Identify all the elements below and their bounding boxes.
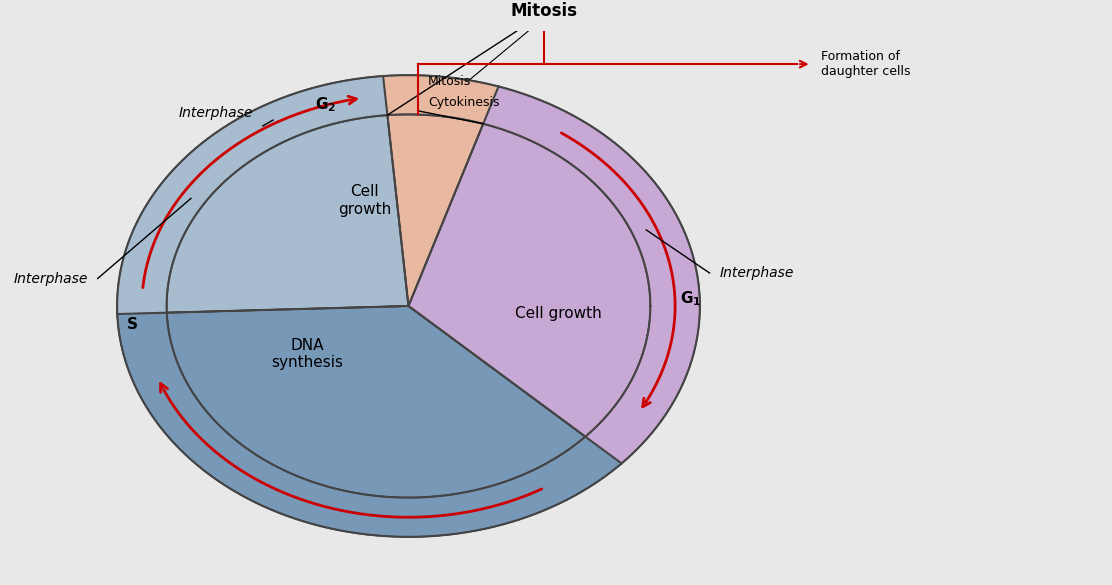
- Polygon shape: [117, 76, 387, 314]
- Text: Interphase: Interphase: [719, 266, 794, 280]
- Text: Mitosis: Mitosis: [428, 75, 471, 88]
- Text: $\mathbf{G_1}$: $\mathbf{G_1}$: [679, 290, 701, 308]
- Polygon shape: [117, 313, 622, 537]
- Text: Cell growth: Cell growth: [515, 306, 602, 321]
- Polygon shape: [387, 115, 484, 306]
- Polygon shape: [167, 115, 651, 498]
- Text: $\mathbf{S}$: $\mathbf{S}$: [126, 316, 138, 332]
- Text: Mitosis: Mitosis: [510, 2, 578, 20]
- Text: Interphase: Interphase: [13, 271, 88, 285]
- Polygon shape: [383, 75, 498, 124]
- Polygon shape: [484, 87, 699, 463]
- Text: Formation of
daughter cells: Formation of daughter cells: [822, 50, 911, 78]
- Text: Cell
growth: Cell growth: [338, 184, 391, 217]
- Polygon shape: [408, 124, 651, 436]
- Polygon shape: [117, 75, 699, 537]
- Text: $\mathbf{G_2}$: $\mathbf{G_2}$: [316, 96, 337, 115]
- Text: Cytokinesis: Cytokinesis: [428, 96, 499, 109]
- Polygon shape: [167, 115, 408, 313]
- Text: DNA
synthesis: DNA synthesis: [271, 338, 342, 370]
- Text: Interphase: Interphase: [179, 106, 254, 121]
- Polygon shape: [167, 306, 585, 498]
